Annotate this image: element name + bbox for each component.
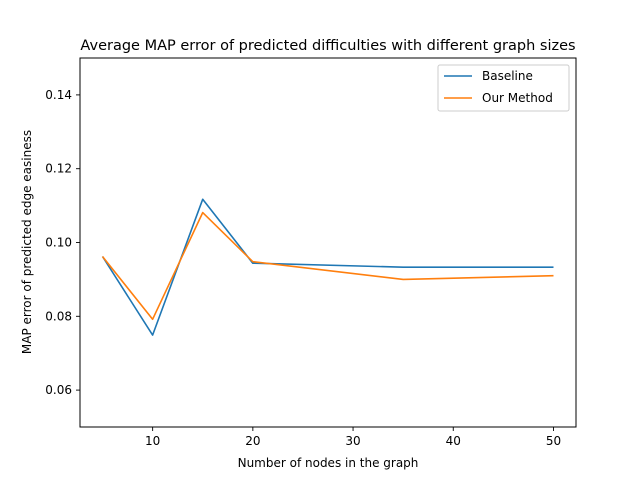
x-axis-label: Number of nodes in the graph (238, 456, 419, 470)
x-axis: 10 20 30 40 50 (145, 427, 561, 448)
series-line-our-method (101, 211, 554, 321)
y-axis-label: MAP error of predicted edge easiness (20, 130, 34, 354)
x-tick-label: 40 (446, 434, 461, 448)
chart-title: Average MAP error of predicted difficult… (80, 38, 575, 54)
y-tick-label: 0.14 (45, 88, 72, 102)
y-axis: 0.06 0.08 0.10 0.12 0.14 (45, 88, 80, 397)
x-tick-label: 50 (546, 434, 561, 448)
series-line-baseline (101, 198, 554, 336)
plot-lines (101, 198, 554, 336)
y-tick-label: 0.06 (45, 383, 72, 397)
y-tick-label: 0.10 (45, 236, 72, 250)
x-tick-label: 30 (345, 434, 360, 448)
x-tick-label: 20 (245, 434, 260, 448)
legend-label: Our Method (482, 91, 553, 105)
x-tick-label: 10 (145, 434, 160, 448)
y-tick-label: 0.08 (45, 309, 72, 323)
legend: Baseline Our Method (437, 64, 570, 112)
plot-frame (79, 57, 577, 428)
legend-label: Baseline (482, 69, 533, 83)
y-tick-label: 0.12 (45, 162, 72, 176)
